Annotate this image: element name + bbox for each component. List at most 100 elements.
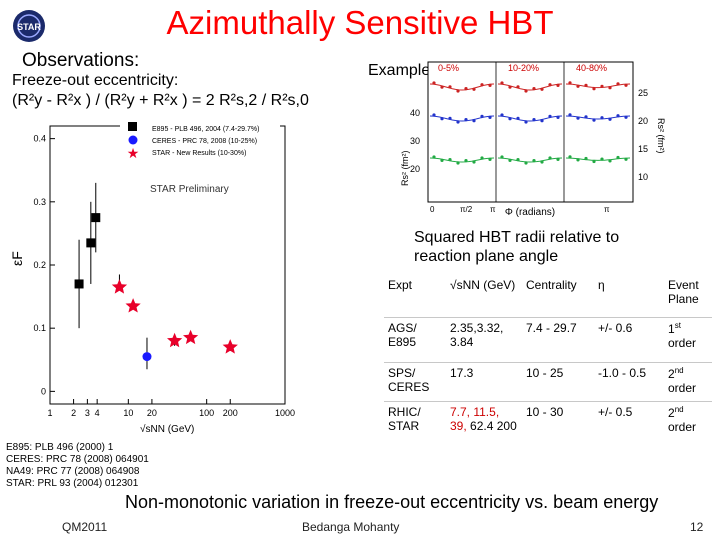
- conclusion-text: Non-monotonic variation in freeze-out ec…: [125, 492, 659, 512]
- radius-point: [500, 81, 504, 85]
- plane-word: order: [668, 336, 697, 350]
- left-tick-2: 20: [410, 164, 420, 174]
- table-header-row: Expt √sNN (GeV) Centrality η Event Plane: [384, 268, 712, 318]
- cell-eta: -1.0 - 0.5: [594, 362, 664, 402]
- radius-point: [448, 85, 452, 89]
- legend-e895: E895 - PLB 496, 2004 (7.4-29.7%): [152, 126, 259, 133]
- radius-point: [440, 158, 444, 162]
- radius-point: [488, 157, 492, 161]
- cell-expt: RHIC/ STAR: [384, 401, 446, 448]
- radii-curves: [429, 81, 631, 165]
- observations-label: Observations:: [22, 50, 140, 71]
- plane-suffix: nd: [674, 405, 684, 414]
- data-point-square: [74, 279, 84, 289]
- cell-event-plane: 2nd order: [664, 362, 712, 402]
- radius-point: [500, 113, 504, 117]
- right-tick-2: 15: [638, 144, 648, 154]
- x-tick-label: 3: [85, 408, 90, 418]
- data-point-star: [111, 279, 128, 294]
- axes: 0 0.1 0.2 0.3 0.4 1 2 3 4 10 20 100 200 1000: [33, 134, 295, 418]
- y-tick-label: 0.2: [33, 260, 46, 270]
- radius-point: [600, 157, 604, 161]
- y-tick-label: 0.1: [33, 323, 46, 333]
- radius-point: [440, 117, 444, 121]
- plane-number: 2: [668, 367, 675, 381]
- radius-point: [548, 114, 552, 118]
- radius-point: [576, 158, 580, 162]
- radius-point: [532, 118, 536, 122]
- radius-point: [576, 116, 580, 120]
- radius-point: [616, 155, 620, 160]
- radius-point: [516, 85, 520, 89]
- x-tick-2: π: [490, 205, 496, 214]
- radius-point: [532, 159, 536, 163]
- radius-point: [480, 114, 484, 118]
- legend-marker-e895: [128, 122, 137, 131]
- radius-point: [524, 161, 528, 165]
- radius-point: [584, 156, 588, 161]
- radius-point: [464, 159, 468, 163]
- example-label: Example:: [368, 62, 435, 79]
- radius-point: [432, 113, 436, 117]
- cell-energy: 7.7, 11.5, 39, 62.4 200: [446, 401, 522, 448]
- y-tick-label: 0.4: [33, 134, 46, 144]
- panel-legend-1: 10-20%: [508, 63, 539, 73]
- freezeout-label: Freeze-out eccentricity:: [12, 72, 179, 89]
- radius-point: [524, 120, 528, 124]
- cell-event-plane: 1st order: [664, 317, 712, 363]
- reference-item: STAR: PRL 93 (2004) 012301: [6, 478, 139, 489]
- radius-point: [508, 117, 512, 121]
- radius-point: [584, 83, 588, 87]
- x-tick-label: 20: [147, 408, 157, 418]
- y-tick-label: 0: [41, 386, 46, 396]
- radius-point: [592, 87, 596, 91]
- radius-point: [480, 156, 484, 160]
- legend-marker-ceres: [128, 135, 138, 145]
- table-row: RHIC/ STAR 7.7, 11.5, 39, 62.4 200 10 - …: [384, 401, 712, 448]
- plane-word: order: [668, 420, 697, 434]
- plane-number: 2: [668, 406, 675, 420]
- radius-point: [584, 115, 588, 119]
- radius-point: [456, 161, 460, 165]
- right-tick-0: 25: [638, 88, 648, 98]
- fit-curve: [497, 157, 563, 163]
- data-point-square: [86, 238, 96, 248]
- data-point-square: [91, 213, 101, 223]
- radius-point: [508, 85, 512, 89]
- radius-point: [608, 117, 612, 121]
- radius-point: [448, 158, 452, 162]
- eccentricity-formula: (R²y - R²x ) / (R²y + R²x ) = 2 R²s,2 / …: [12, 92, 309, 109]
- radius-point: [440, 85, 444, 89]
- cell-expt: SPS/ CERES: [384, 362, 446, 402]
- radii-frame: [427, 61, 634, 203]
- right-tick-3: 10: [638, 172, 648, 182]
- radius-point: [540, 160, 544, 164]
- plane-suffix: nd: [674, 366, 684, 375]
- cell-energy: 2.35,3.32, 3.84: [446, 317, 522, 363]
- chart-title: STAR Preliminary: [150, 184, 229, 195]
- cell-eta: +/- 0.5: [594, 401, 664, 448]
- x-tick-1: π/2: [460, 205, 473, 214]
- cell-event-plane: 2nd order: [664, 401, 712, 448]
- radius-point: [548, 156, 552, 160]
- radius-point: [540, 87, 544, 91]
- radii-plot: 0-5% 10-20% 40-80% 40 30 20 25 20 15 10 …: [400, 61, 666, 218]
- cell-centrality: 7.4 - 29.7: [522, 317, 594, 363]
- cell-expt: AGS/ E895: [384, 317, 446, 363]
- x-tick-label: 200: [223, 408, 238, 418]
- reference-item: CERES: PRC 78 (2008) 064901: [6, 454, 149, 465]
- star-logo: STAR: [13, 10, 45, 42]
- energy-rest: 62.4 200: [470, 419, 517, 433]
- reference-item: NA49: PRC 77 (2008) 064908: [6, 466, 140, 477]
- cell-centrality: 10 - 30: [522, 401, 594, 448]
- fit-curve: [565, 157, 631, 161]
- radius-point: [592, 159, 596, 164]
- radius-point: [472, 87, 476, 91]
- left-axis-label: Rs² (fm²): [400, 151, 410, 187]
- y-axis-label: εF: [9, 251, 25, 266]
- panel-legends: 0-5% 10-20% 40-80%: [438, 63, 607, 73]
- y-tick-label: 0.3: [33, 197, 46, 207]
- legend: E895 - PLB 496, 2004 (7.4-29.7%) CERES -…: [127, 122, 259, 161]
- radius-point: [576, 84, 580, 88]
- references: E895: PLB 496 (2000) 1 CERES: PRC 78 (20…: [6, 442, 149, 490]
